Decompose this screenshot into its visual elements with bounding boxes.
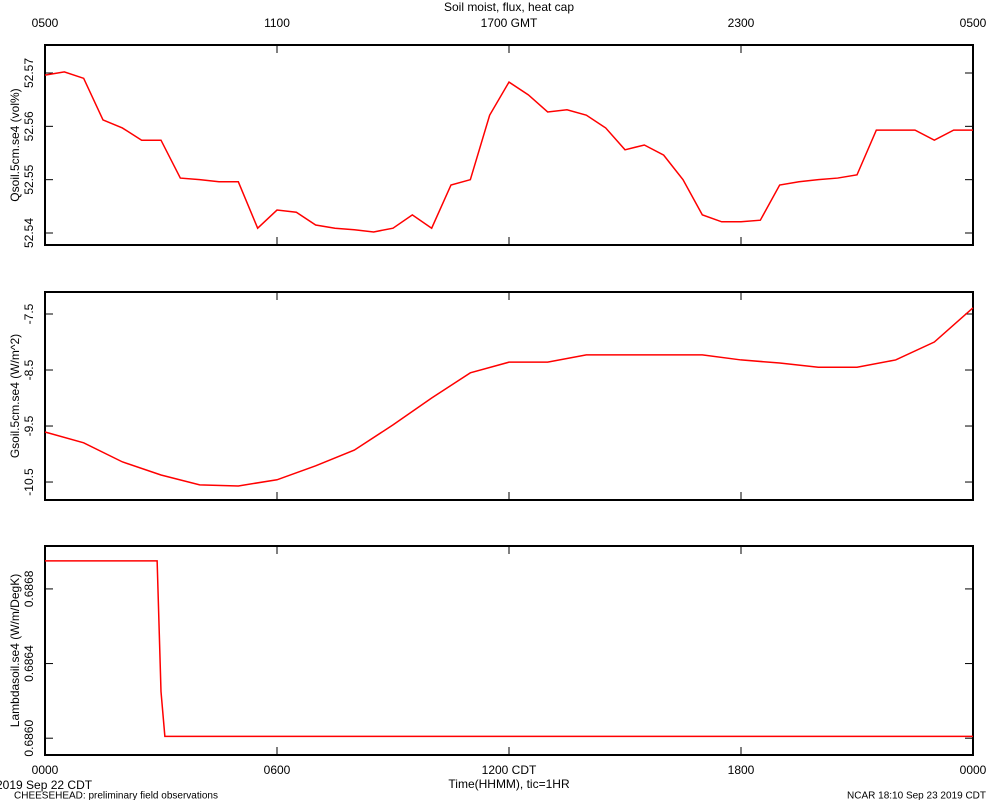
data-line [44,307,974,487]
x-tick-label: 0600 [264,763,291,777]
timestamp: NCAR 18:10 Sep 23 2019 CDT [847,791,986,800]
x-tick-label: 0000 [32,763,59,777]
x-tick-label: 0000 [960,763,987,777]
data-line [45,560,973,738]
x2-tick-label: 0500 [32,16,59,30]
y-axis-label: Qsoil.5cm.se4 (vol%) [8,88,22,201]
y-tick-label: 0.6868 [22,570,36,607]
x2-tick-label: 1700 GMT [481,16,538,30]
chart-title: Soil moist, flux, heat cap [444,0,574,14]
data-line [44,71,973,233]
y-tick-label: -7.5 [22,303,36,324]
x2-tick-label: 0500 [960,16,987,30]
y-tick-label: 52.55 [22,164,36,194]
plot-frame [44,291,974,501]
x2-tick-label: 2300 [728,16,755,30]
y-tick-label: 52.54 [22,218,36,248]
plot-frame [44,545,974,756]
y-tick-label: 52.56 [22,111,36,141]
y-axis-label: Lambdasoil.se4 (W/m/DegK) [8,574,22,727]
y-axis-label: Gsoil.5cm.se4 (W/m^2) [8,334,22,458]
y-tick-label: -8.5 [22,359,36,380]
y-tick-label: -10.5 [22,468,36,496]
x2-tick-label: 1100 [264,16,290,30]
x-axis-label: Time(HHMM), tic=1HR [448,777,570,791]
date-label: 2019 Sep 22 CDT [0,778,93,792]
y-tick-label: 0.6864 [22,645,36,682]
x-tick-label: 1200 CDT [482,763,537,777]
plot-frame [44,44,974,246]
source-note: CHEESEHEAD: preliminary field observatio… [14,791,218,800]
y-tick-label: 0.6860 [22,720,36,757]
y-tick-label: 52.57 [22,58,36,88]
y-tick-label: -9.5 [22,415,36,436]
x-tick-label: 1800 [728,763,755,777]
